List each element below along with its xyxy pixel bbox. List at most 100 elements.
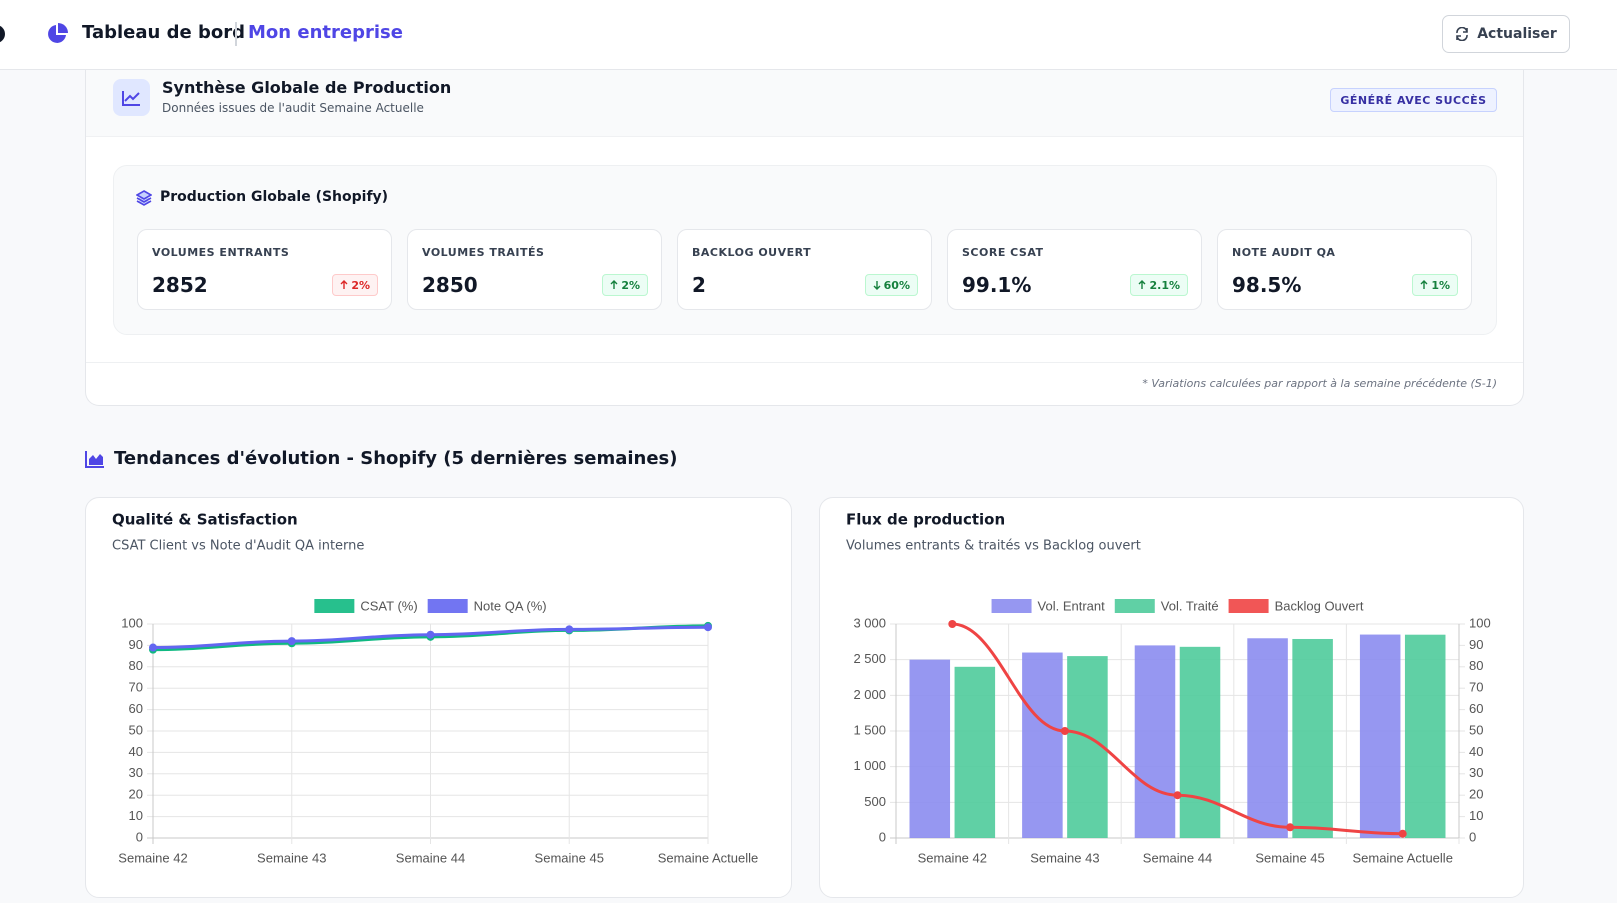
kpi-label: NOTE AUDIT QA — [1232, 246, 1335, 259]
divider — [86, 362, 1524, 363]
y2-tick-label: 90 — [1469, 637, 1483, 652]
x-tick-label: Semaine 44 — [1143, 850, 1212, 865]
chart: Flux de production Volumes entrants & tra… — [820, 498, 1525, 897]
kpi-change: 2% — [602, 274, 648, 296]
kpi-card: NOTE AUDIT QA 98.5% 1% — [1217, 229, 1472, 310]
arrow-up — [1420, 280, 1428, 290]
logo-icon — [46, 23, 68, 45]
y-tick-label: 60 — [129, 701, 143, 716]
legend-label: Note QA (%) — [474, 598, 547, 613]
x-tick-label: Semaine 45 — [535, 850, 604, 865]
bar — [1405, 635, 1446, 838]
status-badge: GÉNÉRÉ AVEC SUCCÈS — [1330, 88, 1497, 112]
trends-title: Tendances d'évolution - Shopify (5 derni… — [114, 448, 678, 469]
legend-label: CSAT (%) — [360, 598, 417, 613]
bar — [1247, 638, 1288, 838]
kpi-change-value: 2% — [621, 279, 640, 292]
y-tick-label: 0 — [136, 829, 143, 844]
point — [1399, 830, 1407, 838]
kpi-change: 2% — [332, 274, 378, 296]
panel-title: Production Globale (Shopify) — [160, 189, 388, 205]
point — [149, 644, 157, 652]
chart: Qualité & Satisfaction CSAT Client vs Not… — [86, 498, 793, 897]
y-tick-label: 40 — [129, 744, 143, 759]
legend-label: Vol. Traité — [1161, 598, 1219, 613]
arrow-up — [340, 280, 348, 290]
x-tick-label: Semaine 42 — [918, 850, 987, 865]
kpi-card: SCORE CSAT 99.1% 2.1% — [947, 229, 1202, 310]
x-tick-label: Semaine 43 — [257, 850, 326, 865]
x-tick-label: Semaine Actuelle — [1352, 850, 1452, 865]
kpi-label: BACKLOG OUVERT — [692, 246, 811, 259]
legend-label: Vol. Entrant — [1038, 598, 1106, 613]
kpi-card: VOLUMES ENTRANTS28522% — [137, 229, 392, 310]
legend-swatch — [1115, 599, 1155, 613]
point — [704, 623, 712, 631]
point — [1286, 823, 1294, 831]
y2-tick-label: 30 — [1469, 765, 1483, 780]
chart-title: Qualité & Satisfaction — [112, 511, 298, 529]
trends-icon — [85, 450, 105, 468]
x-tick-label: Semaine 42 — [118, 850, 187, 865]
separator — [235, 22, 237, 46]
chart-subtitle: Volumes entrants & traités vs Backlog ou… — [846, 539, 1141, 554]
chart-card: Qualité & Satisfaction CSAT Client vs Not… — [85, 497, 792, 898]
y-tick-label: 3 000 — [853, 615, 886, 630]
y2-tick-label: 60 — [1469, 701, 1483, 716]
chart-title: Flux de production — [846, 511, 1005, 529]
y-tick-label: 10 — [129, 808, 143, 823]
kpi-value: 99.1% — [962, 273, 1031, 297]
legend: Vol. EntrantVol. TraitéBacklog Ouvert — [992, 598, 1364, 613]
y2-tick-label: 10 — [1469, 808, 1483, 823]
bar — [1135, 645, 1176, 838]
y-tick-label: 70 — [129, 680, 143, 695]
kpi-change-value: 2.1% — [1149, 279, 1180, 292]
footnote: * Variations calculées par rapport à la … — [1142, 377, 1497, 390]
kpi-value: 2850 — [422, 273, 478, 297]
y-tick-label: 50 — [129, 722, 143, 737]
y2-tick-label: 70 — [1469, 680, 1483, 695]
arrow-up — [610, 280, 618, 290]
point — [1174, 791, 1182, 799]
summary-subtitle: Données issues de l'audit Semaine Actuel… — [162, 101, 424, 115]
legend-swatch — [1229, 599, 1269, 613]
arrow-up — [1138, 280, 1146, 290]
company-name: Mon entreprise — [248, 22, 403, 43]
x-tick-label: Semaine 44 — [396, 850, 465, 865]
kpi-change-value: 60% — [884, 279, 910, 292]
kpi-value: 2852 — [152, 273, 208, 297]
y-tick-label: 0 — [879, 829, 886, 844]
refresh-label: Actualiser — [1477, 26, 1557, 42]
refresh-button[interactable]: Actualiser — [1442, 15, 1570, 53]
kpi-change: 1% — [1412, 274, 1458, 296]
y-tick-label: 100 — [121, 615, 143, 630]
summary-icon — [113, 79, 150, 116]
legend-swatch — [992, 599, 1032, 613]
kpi-change: 2.1% — [1130, 274, 1188, 296]
y-tick-label: 90 — [129, 637, 143, 652]
legend-swatch — [314, 599, 354, 613]
y2-tick-label: 100 — [1469, 615, 1491, 630]
chart-subtitle: CSAT Client vs Note d'Audit QA interne — [112, 539, 364, 554]
kpi-label: SCORE CSAT — [962, 246, 1044, 259]
arrow-down — [873, 280, 881, 290]
y2-tick-label: 50 — [1469, 722, 1483, 737]
kpi-card: BACKLOG OUVERT260% — [677, 229, 932, 310]
kpi-change-value: 2% — [351, 279, 370, 292]
legend-swatch — [428, 599, 468, 613]
point — [565, 625, 573, 633]
bar — [910, 660, 951, 838]
y2-tick-label: 80 — [1469, 658, 1483, 673]
y-tick-label: 1 000 — [853, 758, 886, 773]
y-tick-label: 1 500 — [853, 722, 886, 737]
bar — [1360, 635, 1401, 838]
y-tick-label: 500 — [864, 794, 886, 809]
edge-icon — [0, 23, 6, 45]
point — [427, 631, 435, 639]
point — [948, 620, 956, 628]
point — [288, 637, 296, 645]
header: Tableau de bord Mon entreprise Actualise… — [0, 0, 1617, 70]
y2-tick-label: 40 — [1469, 744, 1483, 759]
kpi-value: 98.5% — [1232, 273, 1301, 297]
